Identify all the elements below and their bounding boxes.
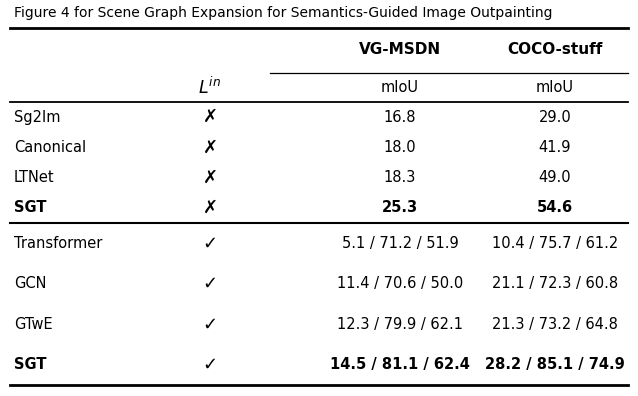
Text: 18.3: 18.3	[384, 170, 416, 185]
Text: 11.4 / 70.6 / 50.0: 11.4 / 70.6 / 50.0	[337, 276, 463, 291]
Text: GCN: GCN	[14, 276, 47, 291]
Text: Transformer: Transformer	[14, 236, 102, 251]
Text: mIoU: mIoU	[381, 80, 419, 95]
Text: COCO-stuff: COCO-stuff	[507, 42, 603, 57]
Text: 28.2 / 85.1 / 74.9: 28.2 / 85.1 / 74.9	[485, 357, 625, 372]
Text: 12.3 / 79.9 / 62.1: 12.3 / 79.9 / 62.1	[337, 317, 463, 332]
Text: $\mathit{L}^{in}$: $\mathit{L}^{in}$	[198, 77, 221, 98]
Text: Canonical: Canonical	[14, 140, 86, 155]
Text: ✓: ✓	[202, 356, 218, 374]
Text: 16.8: 16.8	[383, 110, 416, 125]
Text: 54.6: 54.6	[537, 200, 573, 215]
Text: ✓: ✓	[202, 275, 218, 293]
Text: 25.3: 25.3	[382, 200, 418, 215]
Text: 29.0: 29.0	[538, 110, 572, 125]
Text: 41.9: 41.9	[538, 140, 571, 155]
Text: LTNet: LTNet	[14, 170, 55, 185]
Text: ✓: ✓	[202, 315, 218, 333]
Text: 14.5 / 81.1 / 62.4: 14.5 / 81.1 / 62.4	[330, 357, 470, 372]
Text: ✓: ✓	[202, 234, 218, 252]
Text: ✗: ✗	[202, 138, 218, 156]
Text: 49.0: 49.0	[538, 170, 571, 185]
Text: Figure 4 for Scene Graph Expansion for Semantics-Guided Image Outpainting: Figure 4 for Scene Graph Expansion for S…	[14, 6, 553, 20]
Text: GTwE: GTwE	[14, 317, 52, 332]
Text: ✗: ✗	[202, 108, 218, 126]
Text: 18.0: 18.0	[383, 140, 417, 155]
Text: SGT: SGT	[14, 357, 47, 372]
Text: VG-MSDN: VG-MSDN	[359, 42, 441, 57]
Text: 10.4 / 75.7 / 61.2: 10.4 / 75.7 / 61.2	[492, 236, 618, 251]
Text: Sg2Im: Sg2Im	[14, 110, 61, 125]
Text: SGT: SGT	[14, 200, 47, 215]
Text: mIoU: mIoU	[536, 80, 574, 95]
Text: 21.1 / 72.3 / 60.8: 21.1 / 72.3 / 60.8	[492, 276, 618, 291]
Text: ✗: ✗	[202, 169, 218, 187]
Text: 5.1 / 71.2 / 51.9: 5.1 / 71.2 / 51.9	[341, 236, 458, 251]
Text: ✗: ✗	[202, 199, 218, 217]
Text: 21.3 / 73.2 / 64.8: 21.3 / 73.2 / 64.8	[492, 317, 618, 332]
